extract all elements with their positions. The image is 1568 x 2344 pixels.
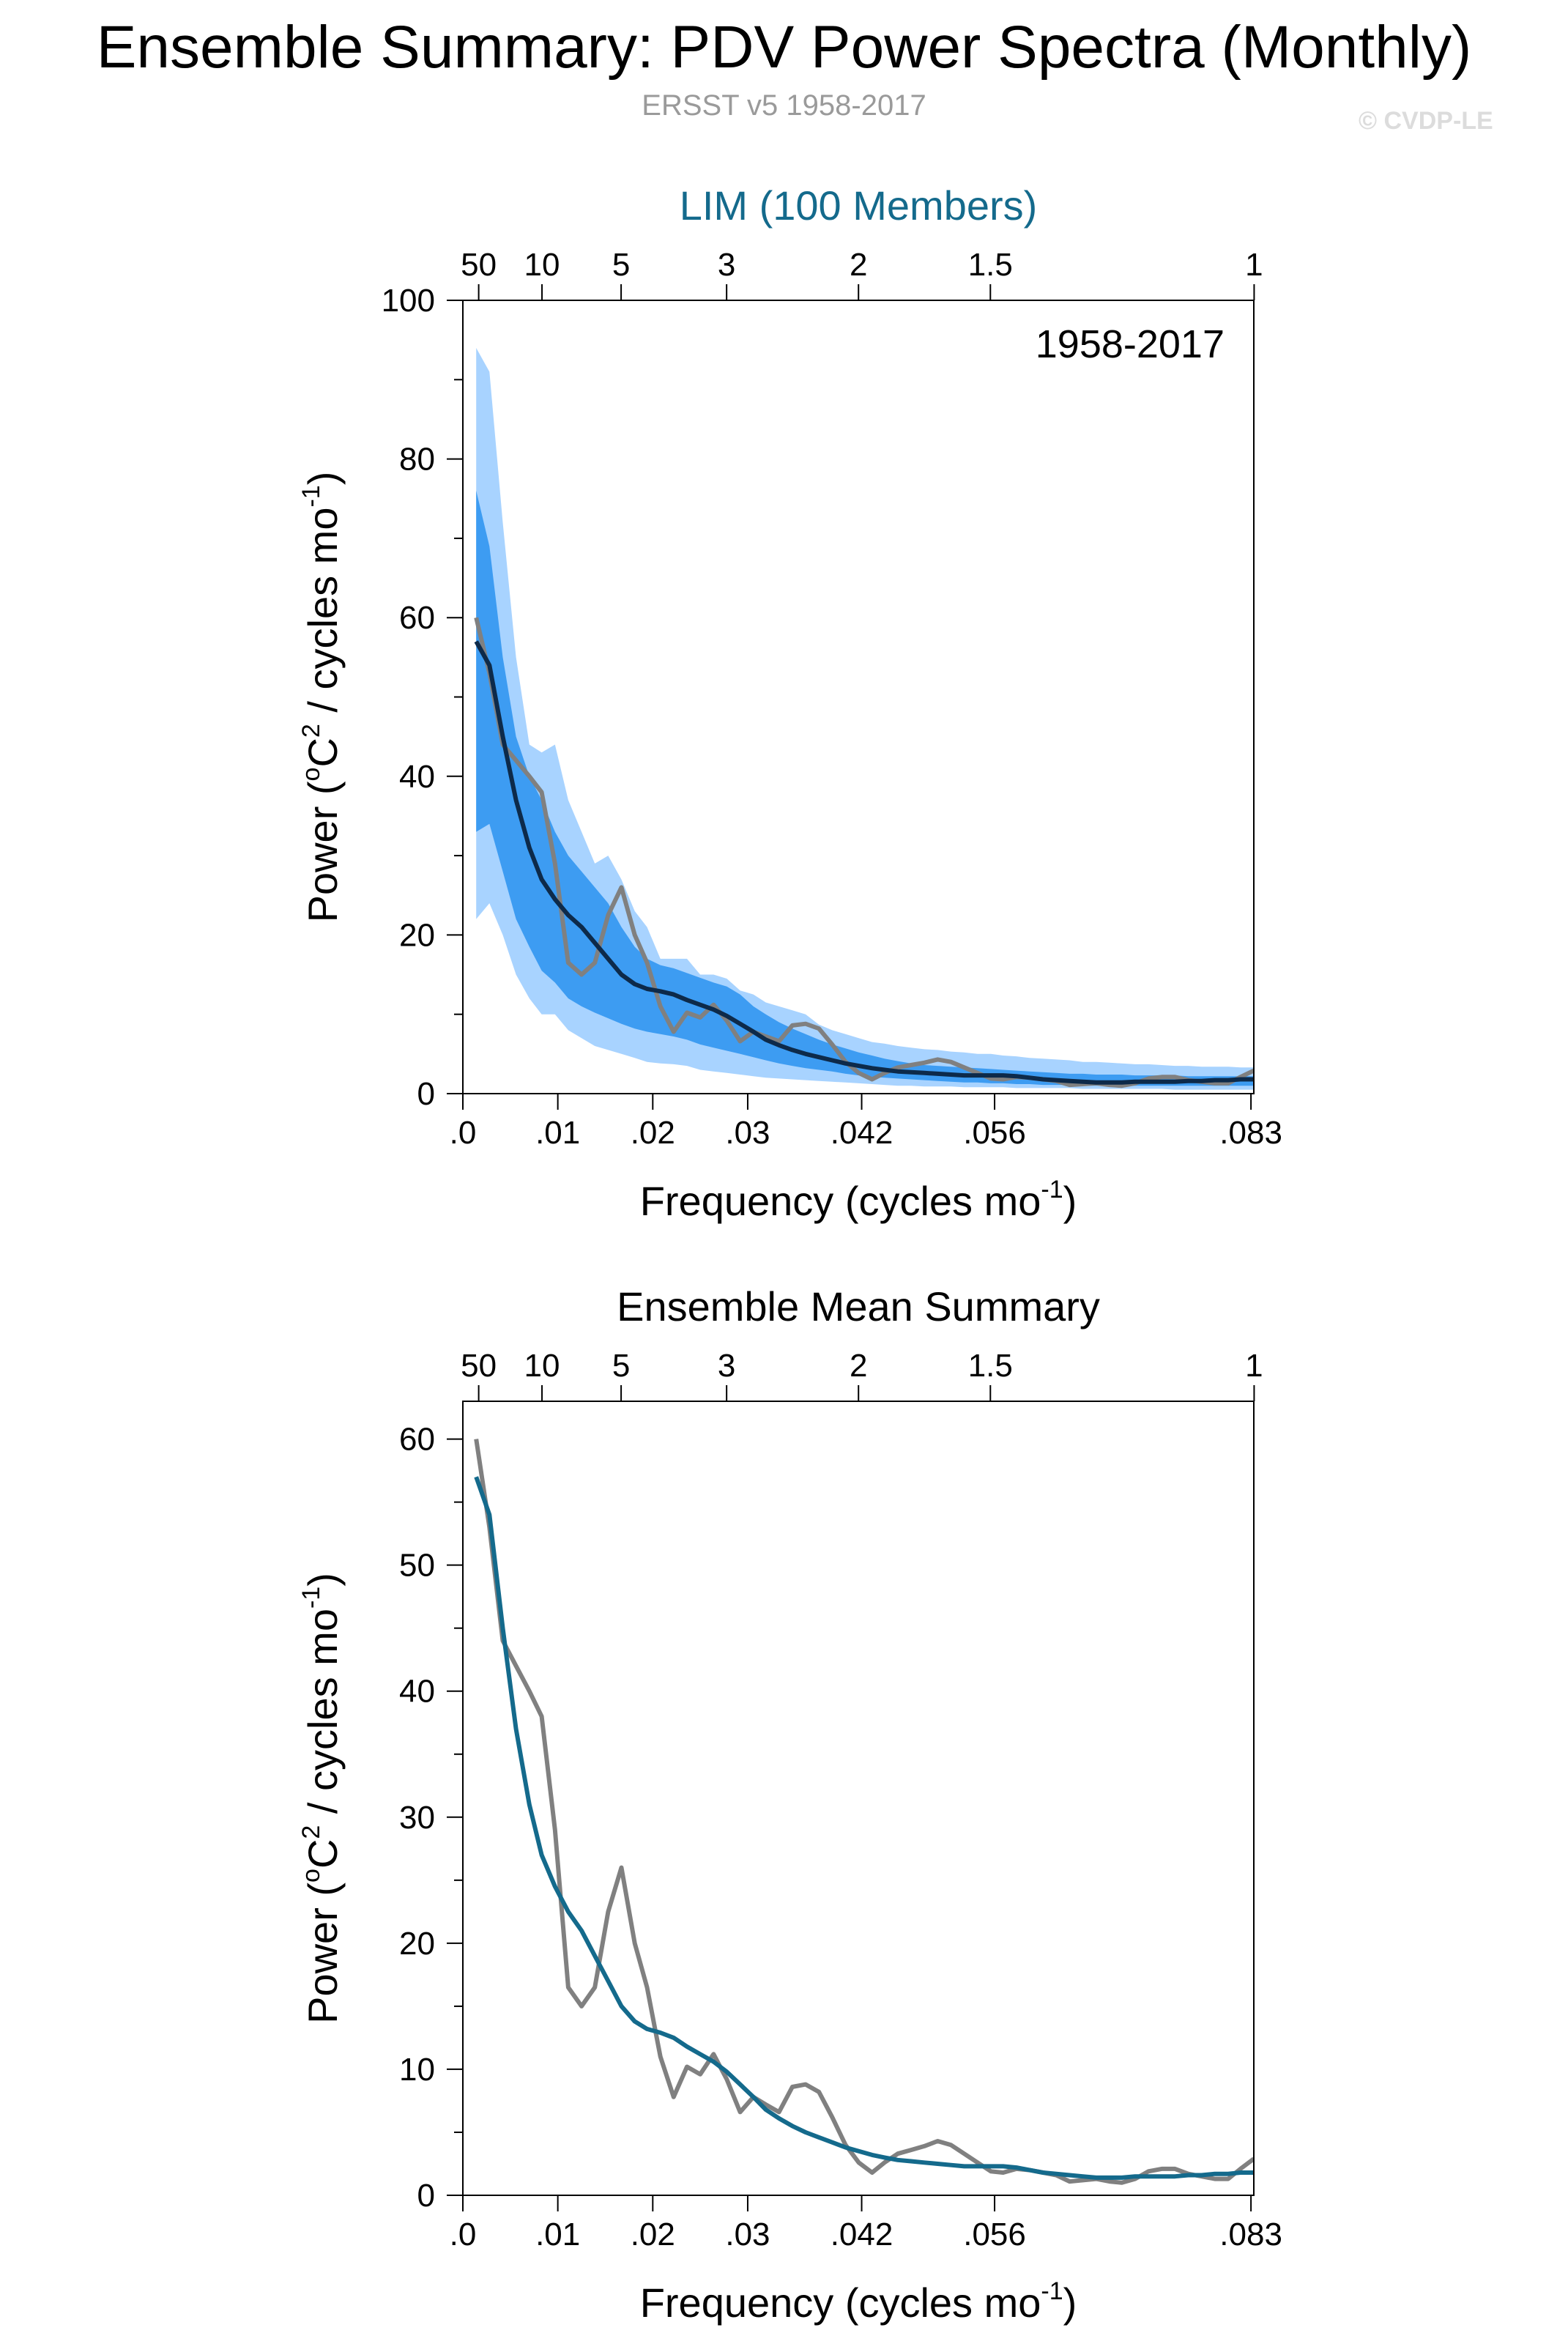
- x-tick-label: .01: [535, 1115, 580, 1151]
- y-axis-label-end: ): [300, 1573, 346, 1587]
- y-axis-label-sup: -1: [297, 485, 325, 507]
- y-axis-label-main: Power (: [300, 781, 346, 922]
- ensemble-mean-line: [474, 640, 1254, 1085]
- period-tick-label: 1: [1245, 247, 1263, 283]
- y-tick-label: 40: [399, 759, 435, 795]
- y-tick-label: 20: [399, 917, 435, 953]
- y-axis-label-sup: 2: [297, 724, 325, 738]
- y-axis-label: Power (oC2 / cycles mo-1): [297, 472, 346, 923]
- period-tick-label: 5: [612, 247, 630, 283]
- x-axis-label-end: ): [1063, 1178, 1077, 1224]
- period-tick-label: 50: [461, 1348, 497, 1384]
- page-title: Ensemble Summary: PDV Power Spectra (Mon…: [96, 14, 1472, 81]
- y-tick-label: 60: [399, 600, 435, 636]
- period-tick-label: 2: [850, 1348, 867, 1384]
- x-axis-label-sup: -1: [1041, 1176, 1063, 1203]
- period-tick-label: 10: [524, 247, 560, 283]
- x-tick-label: .083: [1219, 1115, 1282, 1151]
- y-axis-label-unit: C: [300, 738, 346, 767]
- inner-spread-band: [476, 490, 1254, 1086]
- x-axis-label-main: Frequency (cycles mo: [640, 2280, 1041, 2326]
- x-tick-label: .03: [725, 1115, 770, 1151]
- period-tick-label: 1.5: [968, 1348, 1013, 1384]
- period-tick-label: 1: [1245, 1348, 1263, 1384]
- x-axis-label-main: Frequency (cycles mo: [640, 1178, 1041, 1224]
- x-tick-label: .056: [963, 2217, 1026, 2252]
- x-tick-label: .0: [450, 2217, 477, 2252]
- y-tick-label: 10: [399, 2052, 435, 2088]
- chart-title: LIM (100 Members): [680, 182, 1038, 229]
- y-axis-label-main: Power (: [300, 1883, 346, 2024]
- period-tick-label: 1.5: [968, 247, 1013, 283]
- y-tick-label: 40: [399, 1674, 435, 1710]
- x-tick-label: .056: [963, 1115, 1026, 1151]
- x-axis-label-end: ): [1063, 2280, 1077, 2326]
- x-tick-label: .083: [1219, 2217, 1282, 2252]
- period-tick-label: 10: [524, 1348, 560, 1384]
- y-tick-label: 50: [399, 1548, 435, 1584]
- x-tick-label: .02: [631, 2217, 675, 2252]
- chart-2: 0 10 20 30 40 50 60 .0 .01 .02 .03 .042 .056 .083 50 10…: [297, 1283, 1282, 2326]
- plot-area: [474, 1439, 1254, 2185]
- y-axis-label-unit: / cycles mo: [300, 508, 346, 724]
- y-axis-label-end: ): [300, 472, 346, 486]
- x-tick-label: .042: [831, 2217, 893, 2252]
- x-tick-label: .03: [725, 2217, 770, 2252]
- plot-area: [474, 348, 1254, 1090]
- x-tick-label: .042: [831, 1115, 893, 1151]
- x-axis-label-sup: -1: [1041, 2277, 1063, 2305]
- y-axis-label-sup: -1: [297, 1587, 325, 1609]
- y-axis-label-unit: / cycles mo: [300, 1609, 346, 1825]
- x-axis-label: Frequency (cycles mo-1): [640, 2277, 1077, 2326]
- period-tick-label: 5: [612, 1348, 630, 1384]
- y-tick-label: 0: [417, 2178, 435, 2214]
- y-tick-label: 20: [399, 1926, 435, 1962]
- x-tick-label: .0: [450, 1115, 477, 1151]
- y-axis-label-sup: o: [297, 1869, 325, 1883]
- y-axis-label-unit: C: [300, 1839, 346, 1869]
- observations-line: [474, 1439, 1254, 2185]
- period-annotation: 1958-2017: [1036, 322, 1225, 366]
- y-tick-label: 100: [382, 283, 435, 319]
- plot-frame: [462, 1401, 1255, 2196]
- ensemble-mean-line: [474, 1476, 1254, 2180]
- x-tick-label: .01: [535, 2217, 580, 2252]
- observations-line: [474, 617, 1254, 1088]
- y-tick-label: 0: [417, 1076, 435, 1112]
- y-tick-label: 30: [399, 1800, 435, 1836]
- period-tick-label: 3: [718, 1348, 735, 1384]
- chart-1: 0 20 40 60 80 100 .0 .01 .02 .03 .042 .056 .083 50 10 5…: [297, 182, 1282, 1224]
- period-tick-label: 2: [850, 247, 867, 283]
- y-axis-label: Power (oC2 / cycles mo-1): [297, 1573, 346, 2024]
- chart-title: Ensemble Mean Summary: [617, 1283, 1100, 1329]
- y-axis-label-sup: o: [297, 768, 325, 782]
- period-tick-label: 50: [461, 247, 497, 283]
- y-tick-label: 60: [399, 1422, 435, 1458]
- dataset-subtitle: ERSST v5 1958-2017: [642, 89, 926, 122]
- period-tick-label: 3: [718, 247, 735, 283]
- x-axis-label: Frequency (cycles mo-1): [640, 1176, 1077, 1224]
- y-axis-label-sup: 2: [297, 1825, 325, 1839]
- y-tick-label: 80: [399, 442, 435, 478]
- credit-watermark: © CVDP-LE: [1359, 107, 1493, 135]
- x-tick-label: .02: [631, 1115, 675, 1151]
